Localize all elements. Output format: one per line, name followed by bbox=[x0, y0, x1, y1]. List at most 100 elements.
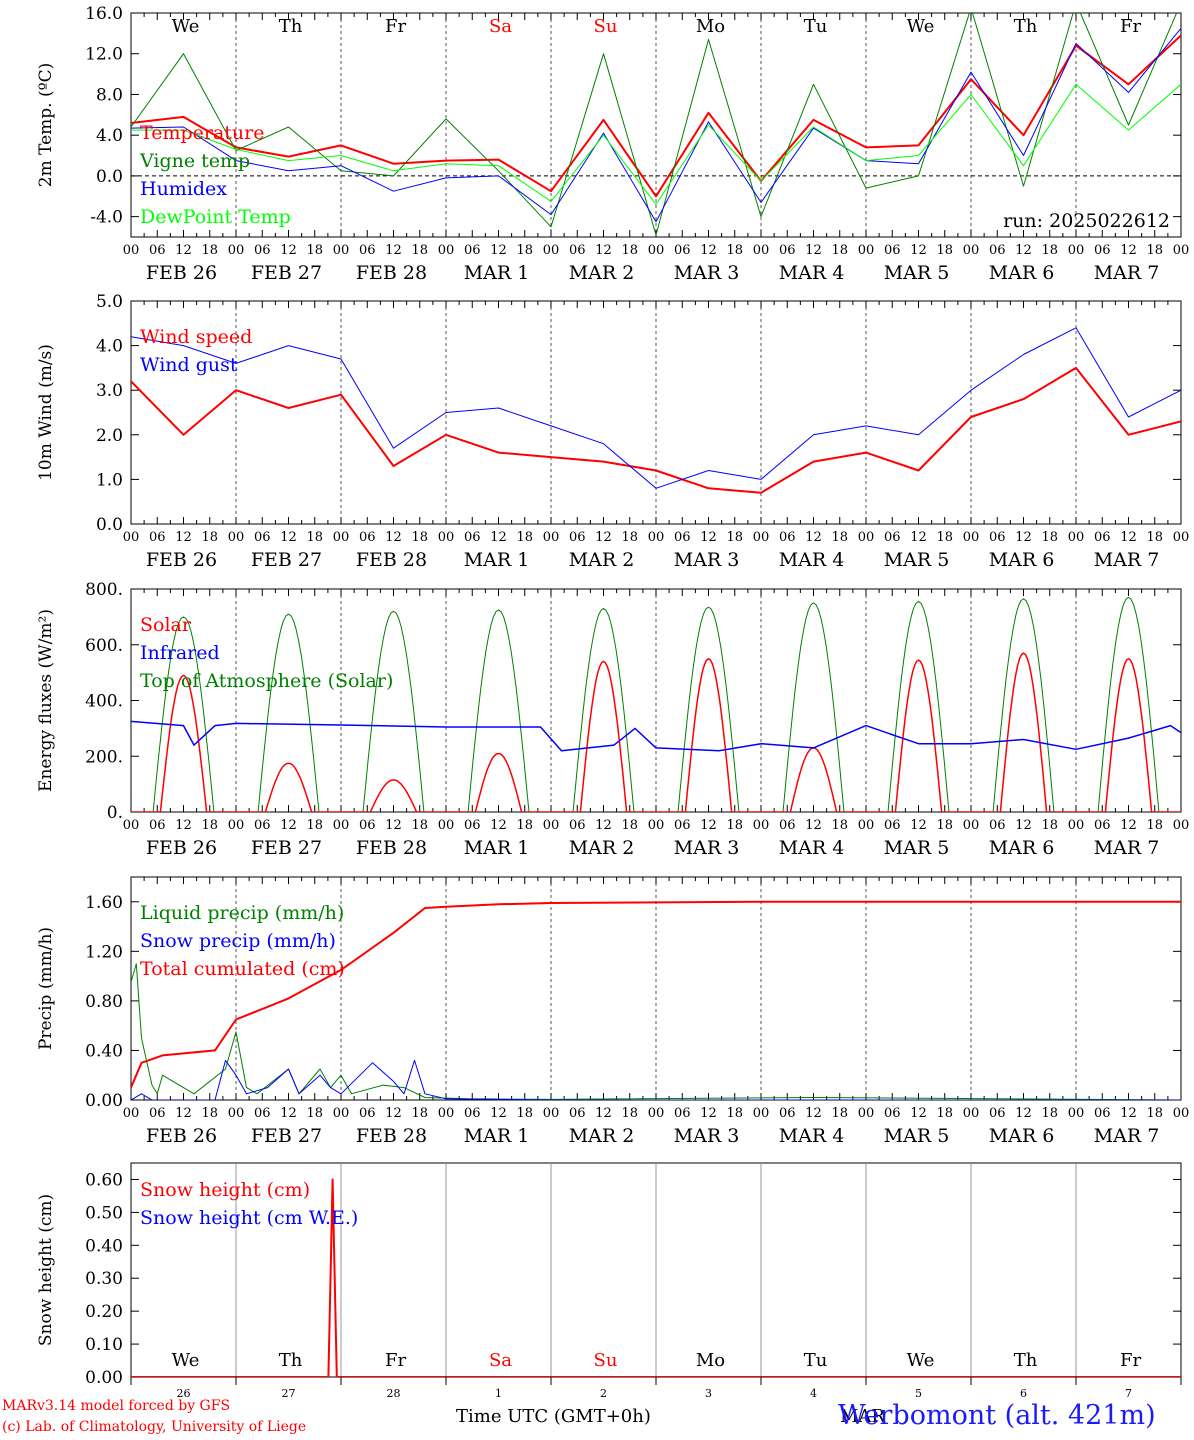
y-tick-label: 4.0 bbox=[96, 126, 123, 146]
x-tick-label: 18 bbox=[1146, 530, 1163, 545]
x-tick-label: 06 bbox=[674, 530, 691, 545]
x-tick-label: 06 bbox=[149, 1106, 166, 1121]
x-tick-label: 12 bbox=[385, 1106, 402, 1121]
x-tick-label: 00 bbox=[543, 818, 560, 833]
y-tick-label: -4.0 bbox=[90, 208, 123, 228]
date-label: MAR 1 bbox=[464, 262, 530, 284]
y-tick-label: 16.0 bbox=[85, 4, 123, 24]
day-number-label: 27 bbox=[282, 1387, 296, 1400]
day-name: Th bbox=[279, 1350, 303, 1371]
date-label: MAR 2 bbox=[569, 1125, 635, 1147]
x-tick-label: 00 bbox=[543, 1106, 560, 1121]
y-axis-label: Energy fluxes (W/m²) bbox=[36, 609, 56, 792]
x-tick-label: 00 bbox=[963, 1106, 980, 1121]
x-tick-label: 06 bbox=[359, 1106, 376, 1121]
x-tick-label: 06 bbox=[1094, 530, 1111, 545]
x-tick-label: 12 bbox=[1120, 818, 1137, 833]
y-tick-label: 0.50 bbox=[85, 1203, 123, 1223]
x-tick-label: 06 bbox=[779, 818, 796, 833]
date-label: FEB 28 bbox=[356, 837, 427, 859]
date-label: MAR 3 bbox=[674, 262, 740, 284]
date-label: MAR 4 bbox=[779, 837, 845, 859]
x-tick-label: 18 bbox=[411, 530, 428, 545]
x-tick-label: 06 bbox=[884, 530, 901, 545]
y-tick-label: 1.0 bbox=[96, 470, 123, 490]
x-tick-label: 18 bbox=[1041, 1106, 1058, 1121]
x-tick-label: 12 bbox=[175, 1106, 192, 1121]
x-tick-label: 18 bbox=[1041, 243, 1058, 258]
day-name: Th bbox=[1014, 16, 1038, 37]
x-tick-label: 18 bbox=[306, 818, 323, 833]
day-name: We bbox=[172, 16, 200, 37]
y-tick-label: 1.20 bbox=[85, 942, 123, 962]
x-tick-label: 12 bbox=[595, 818, 612, 833]
x-tick-label: 18 bbox=[1146, 1106, 1163, 1121]
x-tick-label: 00 bbox=[648, 530, 665, 545]
x-tick-label: 00 bbox=[648, 243, 665, 258]
x-tick-label: 12 bbox=[175, 530, 192, 545]
x-tick-label: 06 bbox=[989, 243, 1006, 258]
x-tick-label: 12 bbox=[280, 1106, 297, 1121]
y-tick-label: 0.00 bbox=[85, 1091, 123, 1111]
date-label: FEB 27 bbox=[251, 262, 322, 284]
x-tick-label: 12 bbox=[385, 243, 402, 258]
x-tick-label: 18 bbox=[201, 530, 218, 545]
y-tick-label: 0.30 bbox=[85, 1269, 123, 1289]
date-label: MAR 5 bbox=[884, 1125, 950, 1147]
x-tick-label: 00 bbox=[1068, 243, 1085, 258]
date-label: MAR 6 bbox=[989, 837, 1055, 859]
day-name: Th bbox=[1014, 1350, 1038, 1371]
x-tick-label: 06 bbox=[149, 818, 166, 833]
day-name: We bbox=[172, 1350, 200, 1371]
series-line-3 bbox=[131, 27, 1181, 223]
y-tick-label: 0.0 bbox=[96, 167, 123, 187]
date-label: FEB 27 bbox=[251, 549, 322, 571]
day-number-label: 3 bbox=[705, 1387, 712, 1400]
x-tick-label: 00 bbox=[333, 1106, 350, 1121]
x-tick-label: 18 bbox=[831, 243, 848, 258]
x-tick-label: 18 bbox=[1146, 243, 1163, 258]
day-name: Sa bbox=[489, 16, 512, 37]
date-label: MAR 3 bbox=[674, 837, 740, 859]
day-name: Th bbox=[279, 16, 303, 37]
x-tick-label: 00 bbox=[858, 818, 875, 833]
x-tick-label: 06 bbox=[674, 818, 691, 833]
x-tick-label: 18 bbox=[726, 1106, 743, 1121]
x-tick-label: 06 bbox=[254, 243, 271, 258]
x-tick-label: 12 bbox=[805, 243, 822, 258]
x-tick-label: 00 bbox=[1173, 243, 1190, 258]
y-tick-label: 1.60 bbox=[85, 893, 123, 913]
x-tick-label: 06 bbox=[254, 530, 271, 545]
y-axis-label: Snow height (cm) bbox=[36, 1194, 56, 1346]
x-tick-label: 12 bbox=[1015, 1106, 1032, 1121]
x-tick-label: 18 bbox=[726, 530, 743, 545]
x-tick-label: 00 bbox=[228, 1106, 245, 1121]
y-tick-label: 600. bbox=[85, 636, 123, 656]
x-tick-label: 06 bbox=[569, 243, 586, 258]
x-tick-label: 12 bbox=[175, 243, 192, 258]
x-tick-label: 06 bbox=[884, 818, 901, 833]
x-tick-label: 18 bbox=[516, 818, 533, 833]
day-number-label: 7 bbox=[1125, 1387, 1132, 1400]
x-tick-label: 18 bbox=[936, 530, 953, 545]
day-name: Mo bbox=[696, 16, 725, 37]
legend-item: Vigne temp bbox=[139, 150, 250, 172]
date-label: MAR 7 bbox=[1094, 1125, 1160, 1147]
x-tick-label: 00 bbox=[858, 243, 875, 258]
x-tick-label: 12 bbox=[700, 530, 717, 545]
date-label: MAR 4 bbox=[779, 549, 845, 571]
x-tick-label: 00 bbox=[753, 1106, 770, 1121]
x-tick-label: 00 bbox=[123, 818, 140, 833]
date-label: FEB 28 bbox=[356, 549, 427, 571]
y-tick-label: 0. bbox=[107, 803, 123, 823]
toa-solar-line bbox=[131, 596, 1181, 812]
x-tick-label: 12 bbox=[700, 818, 717, 833]
x-tick-label: 00 bbox=[333, 243, 350, 258]
date-label: FEB 27 bbox=[251, 837, 322, 859]
series-group bbox=[131, 327, 1181, 494]
x-tick-label: 06 bbox=[884, 1106, 901, 1121]
x-tick-label: 00 bbox=[1173, 530, 1190, 545]
x-tick-label: 18 bbox=[1146, 818, 1163, 833]
x-tick-label: 12 bbox=[805, 818, 822, 833]
